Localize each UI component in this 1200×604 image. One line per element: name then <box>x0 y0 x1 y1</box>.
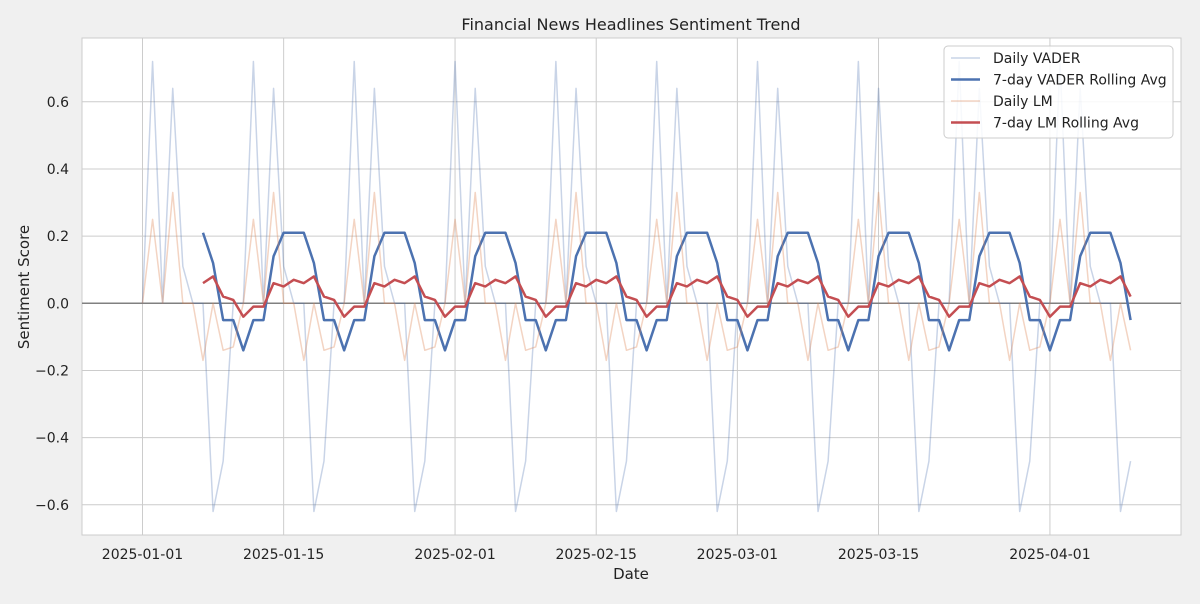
legend-label: 7-day VADER Rolling Avg <box>993 73 1167 89</box>
y-tick-label: 0.0 <box>47 296 69 312</box>
y-tick-label: −0.4 <box>35 431 69 447</box>
y-tick-label: 0.4 <box>47 162 69 178</box>
y-tick-label: −0.2 <box>35 363 69 379</box>
x-tick-label: 2025-02-01 <box>414 547 495 563</box>
series-line <box>141 191 1132 362</box>
y-tick-label: 0.6 <box>47 95 69 111</box>
x-tick-label: 2025-02-15 <box>556 547 637 563</box>
x-tick-label: 2025-03-01 <box>697 547 778 563</box>
legend-label: 7-day LM Rolling Avg <box>993 116 1139 132</box>
y-tick-label: −0.6 <box>35 498 69 514</box>
series-lines <box>141 60 1132 513</box>
x-tick-label: 2025-01-15 <box>243 547 324 563</box>
series-line <box>202 275 1132 318</box>
x-axis-label: Date <box>613 565 649 583</box>
legend-box <box>943 45 1174 139</box>
legend-label: Daily VADER <box>993 51 1081 67</box>
series-line <box>141 60 1132 513</box>
legend-label: Daily LM <box>993 94 1053 110</box>
y-axis-label: Sentiment Score <box>15 225 33 349</box>
chart-title: Financial News Headlines Sentiment Trend <box>461 15 800 34</box>
legend: Daily VADER 7-day VADER Rolling Avg Daily … <box>943 45 1174 139</box>
x-tick-label: 2025-04-01 <box>1009 547 1090 563</box>
axes: −0.6 −0.4 −0.2 0.0 0.2 0.4 0.6 2025-01-01 2025-0… <box>35 95 1091 563</box>
y-tick-label: 0.2 <box>47 229 69 245</box>
x-tick-label: 2025-03-15 <box>838 547 919 563</box>
x-tick-label: 2025-01-01 <box>102 547 183 563</box>
series-line <box>201 231 1132 352</box>
